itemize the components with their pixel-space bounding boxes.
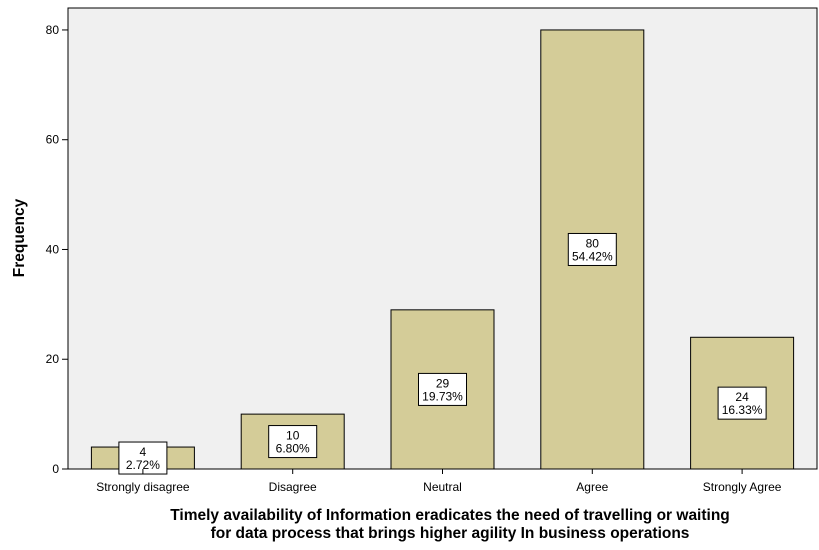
data-label-box <box>268 425 318 459</box>
x-tick-label: Strongly Agree <box>703 480 782 494</box>
data-label-count: 24 <box>735 390 749 404</box>
data-label-box <box>567 232 617 266</box>
data-label-percent: 19.73% <box>422 389 463 403</box>
x-axis-label-line-1: Timely availability of Information eradi… <box>170 507 730 524</box>
data-label-count: 80 <box>586 236 600 250</box>
x-axis-label-line-2: for data process that brings higher agil… <box>211 525 690 542</box>
y-tick-label: 20 <box>46 352 60 366</box>
data-label-percent: 16.33% <box>722 403 763 417</box>
y-tick-label: 60 <box>46 133 60 147</box>
y-axis: 0 20 40 60 80 <box>46 23 68 476</box>
data-label: 106.80% <box>268 425 318 459</box>
data-label-count: 4 <box>140 445 147 459</box>
data-label-count: 10 <box>286 429 300 443</box>
x-tick-label: Neutral <box>423 480 462 494</box>
y-tick-label: 0 <box>52 462 59 476</box>
x-tick-label: Strongly disagree <box>96 480 190 494</box>
data-label-percent: 6.80% <box>276 442 310 456</box>
data-label-percent: 2.72% <box>126 458 160 472</box>
y-tick-label: 80 <box>46 23 60 37</box>
y-axis-label: Frequency <box>11 198 28 277</box>
data-label-box <box>418 372 467 406</box>
data-label-box <box>118 441 168 475</box>
data-label-percent: 54.42% <box>572 249 613 263</box>
data-label-count: 29 <box>436 376 450 390</box>
data-label: 42.72% <box>118 441 168 475</box>
x-tick-label: Agree <box>576 480 608 494</box>
y-tick-label: 40 <box>46 242 60 256</box>
x-tick-label: Disagree <box>269 480 317 494</box>
data-label-box <box>717 386 767 420</box>
x-axis: Strongly disagree Disagree Neutral Agree Str… <box>96 469 782 494</box>
